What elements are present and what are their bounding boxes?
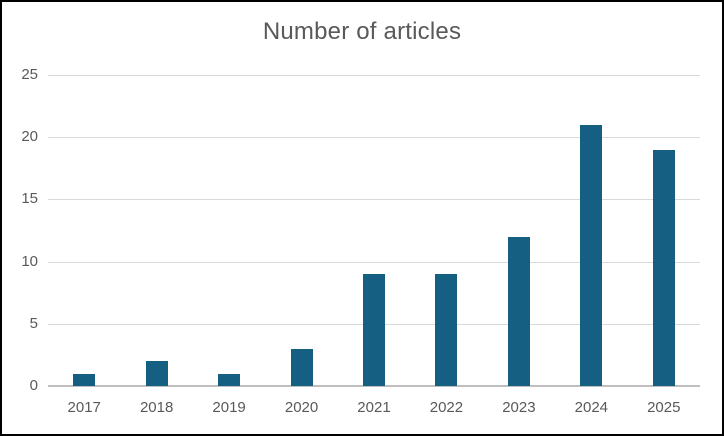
bar-2021 xyxy=(363,274,385,386)
bar-2017 xyxy=(73,373,96,386)
bar-2020 xyxy=(290,348,313,386)
y-tick-label-20: 20 xyxy=(21,128,38,146)
y-tick-label-25: 25 xyxy=(21,66,38,83)
x-tick-label-2024: 2024 xyxy=(574,399,609,416)
x-axis-line xyxy=(48,385,700,387)
y-tick-label-0: 0 xyxy=(29,377,38,394)
bar-2018 xyxy=(145,361,168,386)
bar-2022 xyxy=(435,274,458,386)
gridline-y10 xyxy=(48,261,700,263)
bar-2025 xyxy=(652,149,675,386)
x-tick-label-2025: 2025 xyxy=(647,399,681,416)
y-tick-label-10: 10 xyxy=(21,252,38,270)
x-tick-label-2019: 2019 xyxy=(212,399,246,416)
gridline-y20 xyxy=(48,137,700,139)
x-tick-label-2022: 2022 xyxy=(429,399,464,416)
bar-2019 xyxy=(218,373,241,386)
chart-title: Number of articles xyxy=(262,18,462,45)
x-tick-label-2020: 2020 xyxy=(284,399,319,416)
bar-2023 xyxy=(507,236,530,386)
x-tick-label-2023: 2023 xyxy=(502,399,536,416)
bar-2024 xyxy=(580,124,603,386)
y-tick-label-15: 15 xyxy=(21,190,38,208)
gridline-y15 xyxy=(48,199,700,201)
y-tick-label-5: 5 xyxy=(29,314,38,332)
x-tick-label-2021: 2021 xyxy=(357,399,391,416)
x-tick-label-2017: 2017 xyxy=(67,399,101,416)
x-tick-label-2018: 2018 xyxy=(139,399,174,416)
gridline-y25 xyxy=(48,75,700,76)
